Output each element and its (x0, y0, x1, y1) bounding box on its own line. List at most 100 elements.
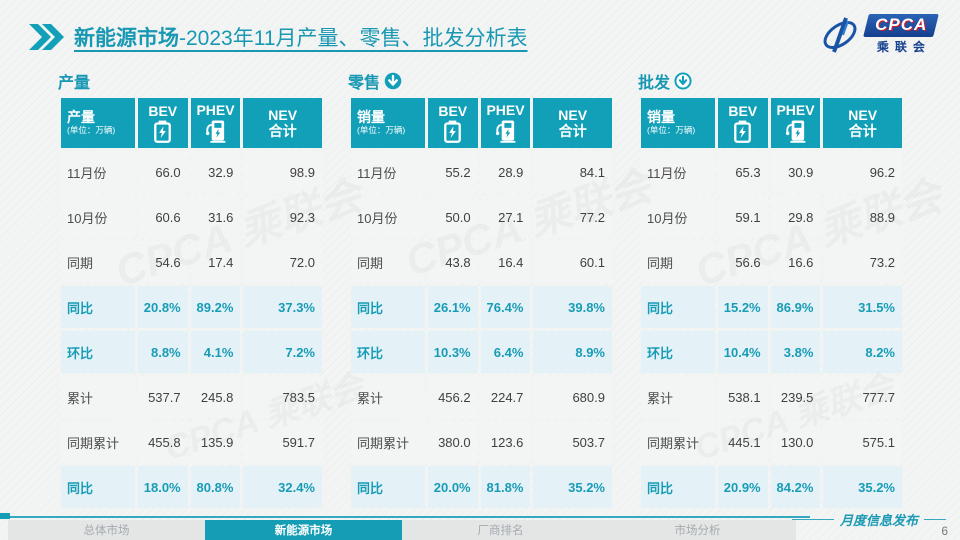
cpca-acronym-badge: CPCA (862, 14, 939, 37)
row-label: 同比 (641, 286, 715, 328)
row-label: 11月份 (641, 151, 715, 193)
tab-market-analysis[interactable]: 市场分析 (599, 520, 796, 540)
table-row: 环比 10.4% 3.8% 8.2% (641, 331, 902, 373)
value-cell: 777.7 (823, 376, 902, 418)
phev-charger-icon (495, 120, 516, 143)
tab-oem-ranking[interactable]: 厂商排名 (402, 520, 599, 540)
cpca-logo-text: CPCA 乘联会 (862, 14, 939, 55)
value-cell: 8.8% (137, 331, 188, 373)
row-label: 同期 (61, 241, 135, 283)
row-label: 11月份 (61, 151, 135, 193)
row-label: 累计 (61, 376, 135, 418)
table-row: 同期 54.6 17.4 72.0 (61, 241, 322, 283)
value-cell: 16.6 (770, 241, 821, 283)
table-row: 11月份 66.0 32.9 98.9 (61, 151, 322, 193)
value-cell: 73.2 (823, 241, 902, 283)
value-cell: 31.5% (823, 286, 902, 328)
footer-tab-bar: 总体市场 新能源市场 厂商排名 市场分析 (8, 520, 796, 540)
retail-down-arrow-icon (384, 72, 402, 90)
value-cell: 130.0 (770, 421, 821, 463)
retail-section-label: 零售 (348, 75, 381, 92)
value-cell: 92.3 (243, 196, 322, 238)
cpca-acronym: CPCA (874, 15, 928, 34)
table-title-cell: 销量 (单位：万辆) (641, 98, 715, 148)
value-cell: 32.9 (190, 151, 241, 193)
value-cell: 6.4% (480, 331, 531, 373)
wholesale-section-header: 批发 (638, 70, 905, 92)
value-cell: 455.8 (137, 421, 188, 463)
value-cell: 39.8% (533, 286, 612, 328)
row-label: 11月份 (351, 151, 425, 193)
retail-table: 销量 (单位：万辆) BEV PHEV NEV 合计 11月份 55.2 28.9 84.… (348, 95, 615, 511)
row-label: 同比 (61, 466, 135, 508)
value-cell: 245.8 (190, 376, 241, 418)
table-row: 累计 537.7 245.8 783.5 (61, 376, 322, 418)
value-cell: 17.4 (190, 241, 241, 283)
cpca-logo: CPCA 乘联会 (819, 14, 939, 55)
row-label: 同期累计 (351, 421, 425, 463)
table-header-row: 产量 (单位：万辆) BEV PHEV NEV 合计 (61, 98, 322, 148)
row-label: 10月份 (641, 196, 715, 238)
cpca-org-name: 乘联会 (876, 40, 931, 54)
value-cell: 538.1 (717, 376, 768, 418)
page-title-bold: 新能源市场 (74, 27, 179, 50)
nev-column-header: NEV 合计 (533, 98, 612, 148)
value-cell: 76.4% (480, 286, 531, 328)
phev-charger-icon (785, 120, 806, 143)
row-label: 累计 (641, 376, 715, 418)
value-cell: 96.2 (823, 151, 902, 193)
value-cell: 380.0 (427, 421, 478, 463)
phev-column-header: PHEV (770, 98, 821, 148)
table-row: 同期 56.6 16.6 73.2 (641, 241, 902, 283)
tab-overall-market[interactable]: 总体市场 (8, 520, 205, 540)
row-label: 同比 (351, 286, 425, 328)
slide-header: 新能源市场-2023年11月产量、零售、批发分析表 (28, 22, 528, 52)
row-label: 同比 (61, 286, 135, 328)
value-cell: 66.0 (137, 151, 188, 193)
row-label: 同期 (641, 241, 715, 283)
table-row: 同期累计 445.1 130.0 575.1 (641, 421, 902, 463)
phev-charger-icon (205, 120, 226, 143)
table-row: 同期累计 380.0 123.6 503.7 (351, 421, 612, 463)
table-row: 10月份 50.0 27.1 77.2 (351, 196, 612, 238)
value-cell: 8.9% (533, 331, 612, 373)
nev-column-header: NEV 合计 (243, 98, 322, 148)
table-row: 累计 538.1 239.5 777.7 (641, 376, 902, 418)
value-cell: 503.7 (533, 421, 612, 463)
table-row: 10月份 59.1 29.8 88.9 (641, 196, 902, 238)
value-cell: 88.9 (823, 196, 902, 238)
table-row: 环比 8.8% 4.1% 7.2% (61, 331, 322, 373)
publication-text: 月度信息发布 (839, 513, 918, 528)
table-row: 同比 26.1% 76.4% 39.8% (351, 286, 612, 328)
value-cell: 55.2 (427, 151, 478, 193)
table-header-row: 销量 (单位：万辆) BEV PHEV NEV 合计 (641, 98, 902, 148)
retail-table-block: 零售 销量 (单位：万辆) BEV PHEV NEV 合计 11月份 55.2 28.9… (348, 70, 615, 511)
value-cell: 3.8% (770, 331, 821, 373)
wholesale-table-block: 批发 销量 (单位：万辆) BEV PHEV NEV 合计 11月份 65.3 30.9… (638, 70, 905, 511)
bev-battery-icon (444, 120, 462, 143)
row-label: 累计 (351, 376, 425, 418)
table-row: 同比 15.2% 86.9% 31.5% (641, 286, 902, 328)
dash-line (924, 518, 946, 521)
value-cell: 56.6 (717, 241, 768, 283)
phev-column-header: PHEV (480, 98, 531, 148)
value-cell: 50.0 (427, 196, 478, 238)
value-cell: 4.1% (190, 331, 241, 373)
bev-column-header: BEV (717, 98, 768, 148)
bev-battery-icon (154, 120, 172, 143)
tab-nev-market[interactable]: 新能源市场 (205, 520, 402, 540)
row-label: 环比 (351, 331, 425, 373)
row-label: 环比 (61, 331, 135, 373)
table-row: 同比 20.8% 89.2% 37.3% (61, 286, 322, 328)
value-cell: 537.7 (137, 376, 188, 418)
row-label: 同比 (351, 466, 425, 508)
table-row: 累计 456.2 224.7 680.9 (351, 376, 612, 418)
row-label: 同期 (351, 241, 425, 283)
value-cell: 60.1 (533, 241, 612, 283)
value-cell: 445.1 (717, 421, 768, 463)
bev-battery-icon (734, 120, 752, 143)
wholesale-down-arrow-icon (674, 72, 692, 90)
value-cell: 86.9% (770, 286, 821, 328)
phev-column-header: PHEV (190, 98, 241, 148)
